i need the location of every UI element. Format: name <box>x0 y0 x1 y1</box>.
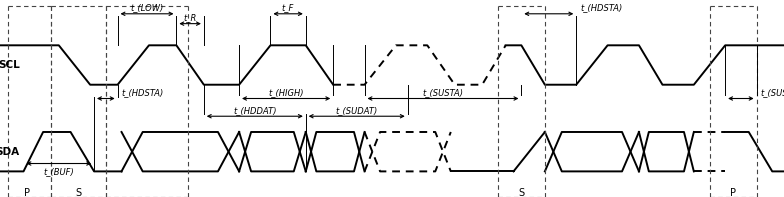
Text: t_F: t_F <box>282 3 294 12</box>
Text: t_R: t_R <box>183 13 197 22</box>
Text: SCL: SCL <box>0 60 20 70</box>
Text: t_(SUDAT): t_(SUDAT) <box>336 106 378 115</box>
Text: t_(BUF): t_(BUF) <box>43 167 74 177</box>
Text: t_(LOW): t_(LOW) <box>130 3 164 12</box>
Text: t_(HDSTA): t_(HDSTA) <box>580 3 622 12</box>
Text: P: P <box>730 188 736 197</box>
Text: S: S <box>518 188 524 197</box>
Text: t_(HIGH): t_(HIGH) <box>268 88 304 98</box>
Text: t_(SUSTO): t_(SUSTO) <box>760 88 784 98</box>
Text: t_(SUSTA): t_(SUSTA) <box>423 88 463 98</box>
Text: P: P <box>24 188 31 197</box>
Text: t_(HDSTA): t_(HDSTA) <box>122 88 164 98</box>
Text: t_(HDDAT): t_(HDDAT) <box>233 106 277 115</box>
Text: SDA: SDA <box>0 147 20 157</box>
Text: S: S <box>75 188 82 197</box>
